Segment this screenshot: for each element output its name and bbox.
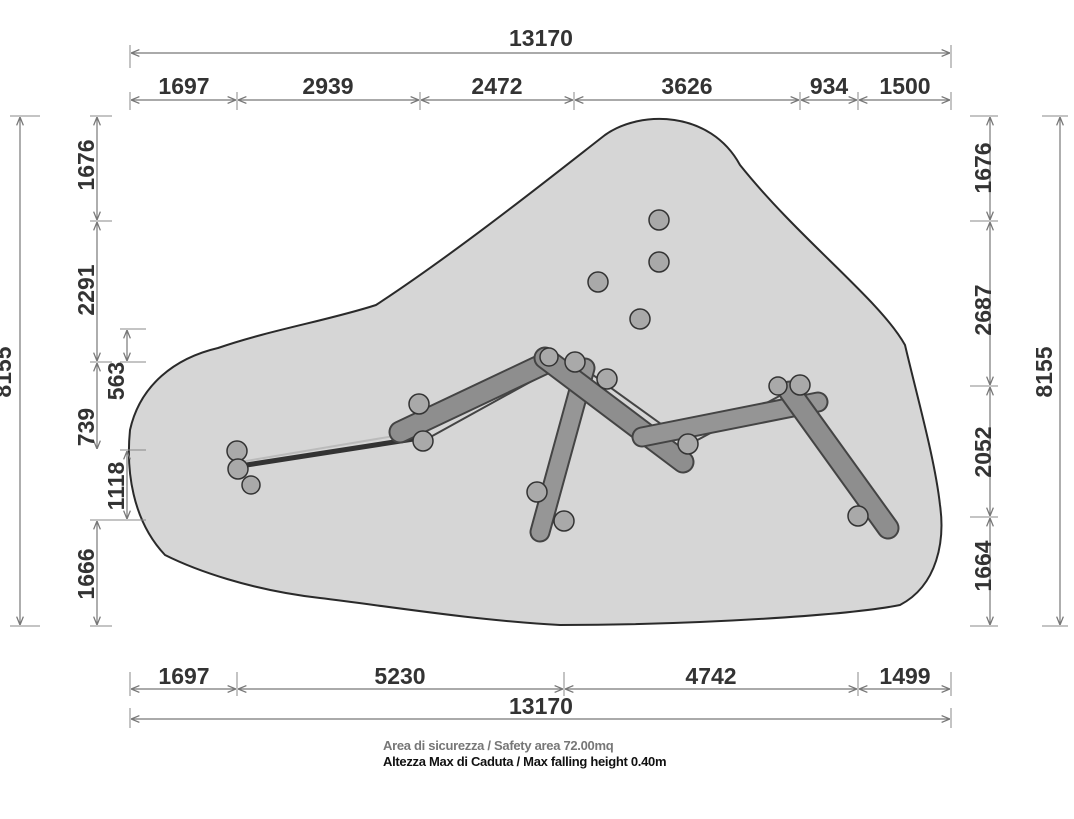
post-stump <box>789 374 811 396</box>
dimension-label: 739 <box>73 408 99 446</box>
log-beam <box>780 382 898 538</box>
dimension-label: 1666 <box>73 548 99 599</box>
dimension-label: 3626 <box>661 73 712 99</box>
dimension-label: 1697 <box>158 663 209 689</box>
dimension-label: 1664 <box>970 540 996 591</box>
post-stump <box>587 271 609 293</box>
dimension-label: 4742 <box>685 663 736 689</box>
dimension-label: 13170 <box>509 693 573 719</box>
dimension-bottom-total: 13170 <box>129 693 952 728</box>
dimension-right-segments: 1676 2687 2052 1664 <box>970 115 998 627</box>
dimension-label: 8155 <box>0 346 16 397</box>
rope-cable <box>239 435 421 469</box>
dimension-label: 1118 <box>103 461 129 510</box>
rope-cable <box>239 431 419 463</box>
post-stump <box>526 481 548 503</box>
dimension-top-segments: 1697 2939 2472 3626 934 1500 <box>129 73 952 110</box>
dimension-label: 2472 <box>471 73 522 99</box>
post-stump <box>564 351 586 373</box>
dimension-right-total: 8155 <box>1031 115 1068 627</box>
dimension-label: 934 <box>810 73 849 99</box>
post-stump <box>539 347 559 367</box>
log-beam <box>535 348 693 472</box>
dimension-top-total: 13170 <box>129 25 952 68</box>
dimension-bottom-segments: 1697 5230 4742 1499 <box>129 663 952 696</box>
dimension-label: 2939 <box>302 73 353 99</box>
notes-block: Area di sicurezza / Safety area 72.00mq … <box>383 738 683 770</box>
dimension-left-segments: 1676 2291 563 739 1118 1666 <box>73 115 146 627</box>
post-stump <box>553 510 575 532</box>
fall-height-note: Altezza Max di Caduta / Max falling heig… <box>383 754 667 769</box>
post-stump <box>412 430 434 452</box>
dimension-label: 2687 <box>970 284 996 335</box>
post-stump <box>596 368 618 390</box>
dimension-label: 2052 <box>970 426 996 477</box>
dimension-label: 8155 <box>1031 346 1057 397</box>
dimension-left-total: 8155 <box>0 115 40 627</box>
dimension-label: 1499 <box>879 663 930 689</box>
dimension-label: 2291 <box>73 264 99 315</box>
post-stump <box>648 251 670 273</box>
post-stump <box>408 393 430 415</box>
safety-area-note: Area di sicurezza / Safety area 72.00mq <box>383 738 614 753</box>
dimension-label: 1500 <box>879 73 930 99</box>
post-stump <box>227 458 249 480</box>
post-stump <box>629 308 651 330</box>
post-stump <box>226 440 248 462</box>
dimension-label: 1697 <box>158 73 209 99</box>
dimension-label: 1676 <box>73 139 99 190</box>
post-stump <box>847 505 869 527</box>
post-stump <box>648 209 670 231</box>
dimension-label: 13170 <box>509 25 573 51</box>
dimension-label: 1676 <box>970 142 996 193</box>
post-stump <box>241 475 261 495</box>
equipment-group <box>226 209 900 543</box>
log-beam <box>390 352 558 442</box>
post-stump <box>677 433 699 455</box>
dimension-label: 5230 <box>374 663 425 689</box>
dimension-label: 563 <box>103 362 129 400</box>
post-stump <box>768 376 788 396</box>
